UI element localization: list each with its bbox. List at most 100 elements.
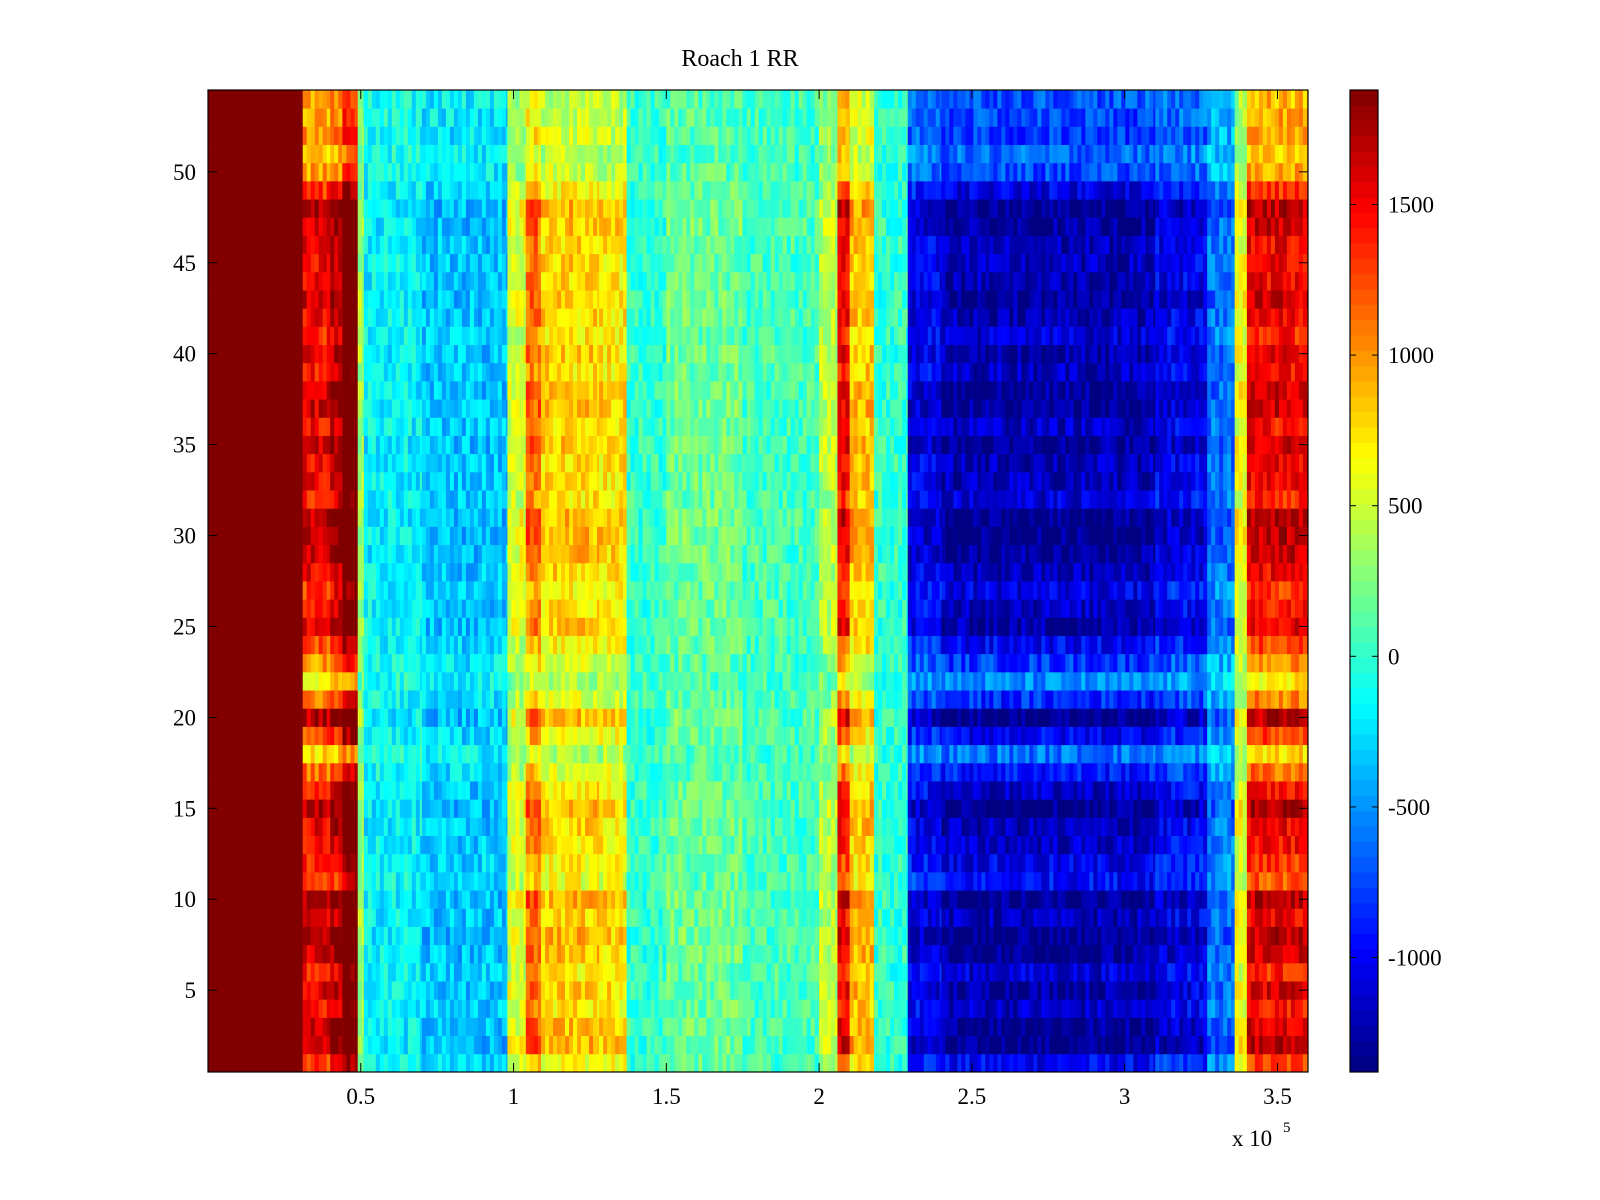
heatmap-cell (853, 817, 859, 836)
heatmap-cell (228, 981, 233, 1000)
heatmap-cell (1179, 853, 1184, 873)
heatmap-cell (461, 853, 467, 873)
heatmap-cell (523, 1053, 527, 1073)
heatmap-cell (802, 890, 808, 909)
heatmap-cell (505, 890, 508, 909)
heatmap-cell (806, 926, 812, 946)
heatmap-cell (603, 1017, 608, 1037)
heatmap-cell (248, 944, 253, 964)
heatmap-cell (533, 871, 539, 891)
heatmap-cell (363, 908, 369, 927)
heatmap-cell (794, 890, 800, 909)
heatmap-cell (306, 1053, 312, 1073)
heatmap-cell (906, 1035, 909, 1055)
heatmap-cell (1069, 944, 1074, 964)
heatmap-cell (1113, 890, 1118, 909)
heatmap-cell (762, 762, 768, 782)
heatmap-cell (782, 908, 788, 927)
heatmap-cell (1057, 1053, 1062, 1073)
heatmap-cell (831, 1053, 836, 1073)
heatmap-cell (790, 981, 796, 1000)
heatmap-cell (1266, 762, 1272, 782)
heatmap-cell (469, 981, 475, 1000)
heatmap-cell (363, 981, 369, 1000)
heatmap-cell (1175, 835, 1180, 855)
heatmap-cell (565, 1053, 570, 1073)
heatmap-cell (837, 762, 842, 782)
heatmap-cell (969, 871, 974, 891)
heatmap-cell (630, 890, 636, 909)
heatmap-cell (658, 762, 664, 782)
heatmap-cell (993, 853, 998, 873)
heatmap-cell (1199, 908, 1204, 927)
heatmap-cell (1298, 817, 1304, 836)
heatmap-cell (993, 871, 998, 891)
heatmap-cell (220, 890, 225, 909)
heatmap-cell (485, 835, 491, 855)
heatmap-cell (1270, 1053, 1276, 1073)
heatmap-cell (497, 799, 503, 818)
heatmap-cell (1246, 962, 1252, 982)
heatmap-cell (1077, 835, 1082, 855)
heatmap-cell (449, 817, 455, 836)
heatmap-cell (497, 817, 503, 836)
heatmap-cell (403, 944, 409, 964)
heatmap-cell (1163, 999, 1168, 1018)
heatmap-cell (1021, 908, 1026, 927)
heatmap-cell (361, 781, 365, 800)
heatmap-cell (919, 1053, 925, 1073)
heatmap-cell (461, 1053, 467, 1073)
heatmap-cell (981, 944, 986, 964)
heatmap-cell (1061, 762, 1066, 782)
heatmap-cell (1302, 817, 1308, 836)
heatmap-cell (1266, 1017, 1272, 1037)
heatmap-cell (236, 981, 241, 1000)
heatmap-cell (1089, 962, 1094, 982)
heatmap-cell (861, 890, 867, 909)
heatmap-cell (557, 1035, 562, 1055)
heatmap-cell (1258, 944, 1264, 964)
heatmap-cell (619, 744, 624, 764)
heatmap-cell (248, 744, 253, 764)
heatmap-cell (296, 762, 301, 782)
heatmap-cell (890, 817, 895, 836)
heatmap-cell (915, 762, 921, 782)
heatmap-cell (993, 1017, 998, 1037)
heatmap-cell (841, 999, 846, 1018)
heatmap-cell (742, 853, 748, 873)
heatmap-cell (1121, 926, 1126, 946)
heatmap-cell (911, 1017, 917, 1037)
heatmap-cell (597, 853, 600, 873)
heatmap-cell (585, 1035, 590, 1055)
heatmap-cell (589, 890, 594, 909)
heatmap-cell (650, 817, 656, 836)
heatmap-cell (411, 926, 417, 946)
heatmap-cell (927, 908, 933, 927)
heatmap-cell (873, 871, 875, 891)
heatmap-cell (1001, 1035, 1006, 1055)
heatmap-cell (857, 1035, 863, 1055)
heatmap-cell (1121, 835, 1126, 855)
heatmap-cell (1009, 926, 1014, 946)
heatmap-cell (823, 799, 828, 818)
heatmap-cell (1081, 926, 1086, 946)
heatmap-cell (371, 781, 377, 800)
heatmap-cell (284, 1017, 289, 1037)
heatmap-cell (790, 890, 796, 909)
heatmap-cell (457, 908, 463, 927)
heatmap-cell (425, 799, 431, 818)
heatmap-cell (441, 1035, 447, 1055)
heatmap-cell (511, 781, 516, 800)
heatmap-cell (449, 999, 455, 1018)
heatmap-cell (931, 981, 937, 1000)
heatmap-cell (890, 926, 895, 946)
heatmap-cell (977, 871, 982, 891)
heatmap-cell (350, 1017, 355, 1037)
heatmap-cell (1274, 871, 1280, 891)
heatmap-cell (350, 744, 355, 764)
heatmap-cell (1137, 999, 1142, 1018)
heatmap-cell (425, 908, 431, 927)
heatmap-cell (1195, 944, 1200, 964)
heatmap-cell (399, 871, 405, 891)
heatmap-cell (272, 744, 277, 764)
